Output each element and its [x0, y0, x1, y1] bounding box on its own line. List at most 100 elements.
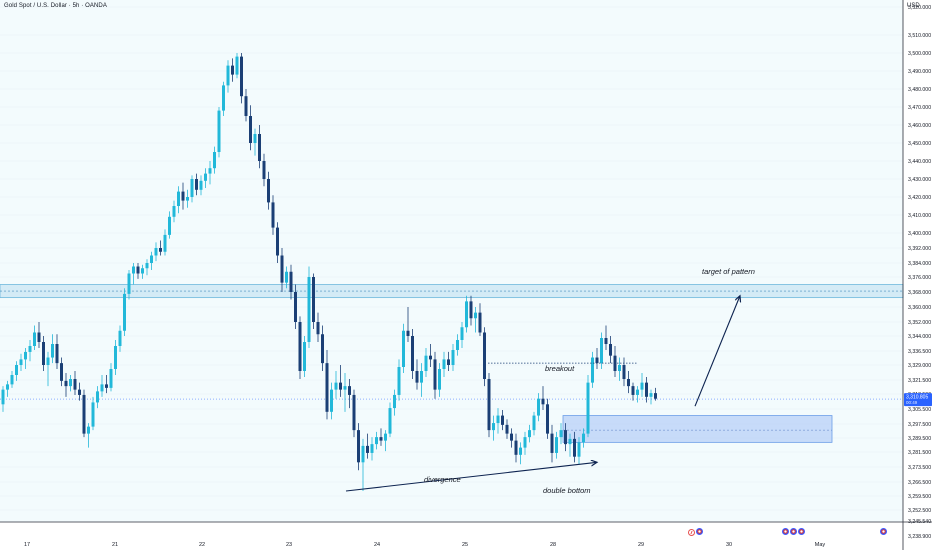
candle-body[interactable]	[645, 382, 648, 397]
candle-body[interactable]	[348, 386, 351, 395]
candle-body[interactable]	[501, 415, 504, 425]
candle-body[interactable]	[159, 248, 162, 252]
candle-body[interactable]	[456, 340, 459, 350]
candle-body[interactable]	[339, 382, 342, 390]
candle-body[interactable]	[600, 338, 603, 364]
candle-body[interactable]	[177, 191, 180, 206]
economic-event-icon[interactable]	[688, 529, 695, 536]
time-axis[interactable]: 17 21 22 23 24 25 28 29 30 May	[24, 542, 826, 548]
candle-body[interactable]	[487, 379, 491, 431]
candle-body[interactable]	[528, 430, 531, 438]
candle-body[interactable]	[96, 391, 99, 403]
candle-body[interactable]	[249, 116, 252, 143]
candle-body[interactable]	[213, 152, 216, 169]
candle-body[interactable]	[91, 402, 95, 427]
candle-body[interactable]	[258, 134, 261, 161]
candle-body[interactable]	[424, 355, 428, 371]
candle-body[interactable]	[136, 266, 140, 274]
candle-body[interactable]	[510, 433, 513, 441]
candle-body[interactable]	[447, 359, 450, 365]
candle-body[interactable]	[285, 271, 288, 283]
candle-body[interactable]	[384, 433, 387, 441]
candle-body[interactable]	[141, 268, 144, 274]
candle-body[interactable]	[312, 277, 315, 322]
candle-body[interactable]	[361, 445, 365, 463]
candle-body[interactable]	[631, 386, 635, 395]
event-icons-group-3[interactable]	[880, 528, 887, 537]
candle-body[interactable]	[276, 227, 279, 256]
candle-body[interactable]	[609, 344, 612, 356]
candle-body[interactable]	[537, 398, 540, 416]
candle-body[interactable]	[87, 426, 90, 434]
candle-body[interactable]	[73, 379, 77, 390]
candle-body[interactable]	[181, 191, 185, 201]
candle-body[interactable]	[393, 394, 396, 409]
candle-body[interactable]	[60, 363, 63, 381]
candle-body[interactable]	[555, 437, 558, 453]
candle-body[interactable]	[451, 350, 455, 365]
candle-body[interactable]	[649, 393, 653, 397]
candle-body[interactable]	[429, 355, 432, 360]
us-flag-icon[interactable]	[798, 528, 805, 535]
candle-body[interactable]	[15, 365, 18, 375]
candle-body[interactable]	[105, 384, 108, 388]
candle-body[interactable]	[591, 357, 594, 383]
candle-body[interactable]	[622, 365, 626, 379]
candle-body[interactable]	[483, 332, 486, 380]
candle-body[interactable]	[442, 359, 446, 369]
candle-body[interactable]	[118, 330, 122, 346]
candle-body[interactable]	[541, 398, 545, 405]
candle-body[interactable]	[163, 234, 167, 252]
candle-body[interactable]	[195, 179, 198, 190]
candle-body[interactable]	[168, 216, 171, 235]
candle-body[interactable]	[253, 134, 257, 143]
candle-body[interactable]	[654, 393, 657, 399]
candle-body[interactable]	[366, 445, 369, 453]
candle-body[interactable]	[397, 367, 401, 395]
candle-body[interactable]	[267, 179, 270, 203]
candle-body[interactable]	[325, 363, 329, 412]
candle-body[interactable]	[492, 423, 495, 431]
event-icons-group-1[interactable]	[688, 528, 703, 537]
candle-body[interactable]	[204, 173, 207, 181]
us-flag-icon[interactable]	[790, 528, 797, 535]
candle-body[interactable]	[316, 322, 320, 335]
candle-body[interactable]	[478, 312, 482, 333]
candle-body[interactable]	[465, 301, 468, 328]
candle-body[interactable]	[294, 292, 297, 322]
candle-body[interactable]	[222, 85, 225, 111]
candle-body[interactable]	[586, 382, 590, 434]
candles[interactable]	[1, 53, 658, 491]
candle-body[interactable]	[28, 346, 32, 352]
candle-body[interactable]	[240, 56, 243, 97]
candle-body[interactable]	[330, 389, 333, 412]
candle-body[interactable]	[46, 357, 50, 365]
candle-body[interactable]	[298, 322, 302, 371]
candle-body[interactable]	[208, 168, 212, 174]
candle-body[interactable]	[496, 415, 500, 424]
candle-body[interactable]	[474, 312, 477, 319]
candle-body[interactable]	[190, 179, 194, 197]
candle-body[interactable]	[568, 438, 572, 445]
candle-body[interactable]	[262, 161, 266, 179]
candle-body[interactable]	[51, 344, 54, 358]
candle-body[interactable]	[406, 330, 410, 336]
candle-body[interactable]	[1, 389, 5, 405]
candle-body[interactable]	[352, 394, 356, 431]
candle-body[interactable]	[109, 369, 113, 388]
candle-body[interactable]	[123, 293, 126, 331]
candle-body[interactable]	[402, 330, 405, 367]
candle-body[interactable]	[577, 442, 581, 457]
candle-body[interactable]	[636, 389, 639, 395]
candle-body[interactable]	[127, 273, 131, 294]
candle-body[interactable]	[244, 96, 248, 116]
candle-body[interactable]	[154, 248, 158, 256]
price-axis[interactable]: 3,520.000 3,510.000 3,500.000 3,490.000 3,48…	[908, 5, 931, 540]
candle-body[interactable]	[627, 379, 630, 387]
candle-body[interactable]	[357, 430, 360, 463]
candle-body[interactable]	[604, 338, 608, 344]
candle-body[interactable]	[532, 415, 536, 431]
candle-body[interactable]	[150, 255, 153, 264]
candle-body[interactable]	[235, 56, 239, 75]
